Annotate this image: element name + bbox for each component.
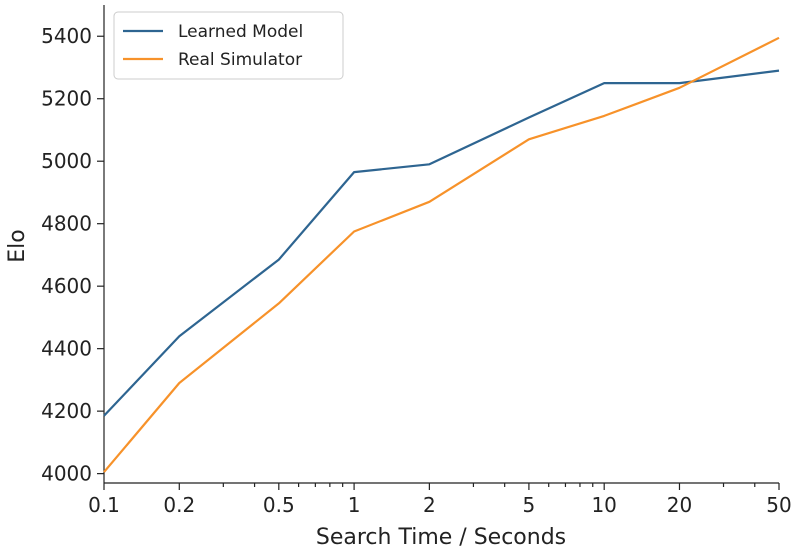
y-tick-label: 4400: [41, 337, 92, 361]
series-line-learned-model: [103, 69, 780, 417]
y-tick-label: 5200: [41, 87, 92, 111]
y-tick-label: 5000: [41, 149, 92, 173]
x-tick-label: 0.5: [263, 493, 295, 517]
legend-box: [113, 11, 344, 80]
x-tick-label: 20: [667, 493, 692, 517]
y-tick-label: 4000: [41, 462, 92, 486]
x-tick-label: 1: [348, 493, 361, 517]
x-tick-label: 0.2: [163, 493, 195, 517]
y-tick-label: 4800: [41, 212, 92, 236]
axes: 0.1 0.2 0.5 1 2 5 10 20 50 4000 4200 4400 4600 4800 50…: [41, 5, 792, 517]
y-tick-label: 4200: [41, 399, 92, 423]
x-tick-label: 5: [523, 493, 536, 517]
series-line-real-simulator: [103, 36, 780, 473]
x-axis-label: Search Time / Seconds: [316, 525, 566, 550]
legend-entry-label: Learned Model: [178, 22, 303, 42]
series-lines: [103, 36, 780, 473]
y-tick-label: 5400: [41, 24, 92, 48]
x-tick-label: 10: [591, 493, 616, 517]
x-tick-label: 2: [423, 493, 436, 517]
y-axis-label: Elo: [5, 229, 30, 262]
legend-entry-label: Real Simulator: [178, 50, 302, 70]
x-tick-label: 50: [766, 493, 791, 517]
legend: Learned Model Real Simulator: [113, 11, 344, 80]
x-tick-label: 0.1: [88, 493, 120, 517]
y-tick-label: 4600: [41, 274, 92, 298]
